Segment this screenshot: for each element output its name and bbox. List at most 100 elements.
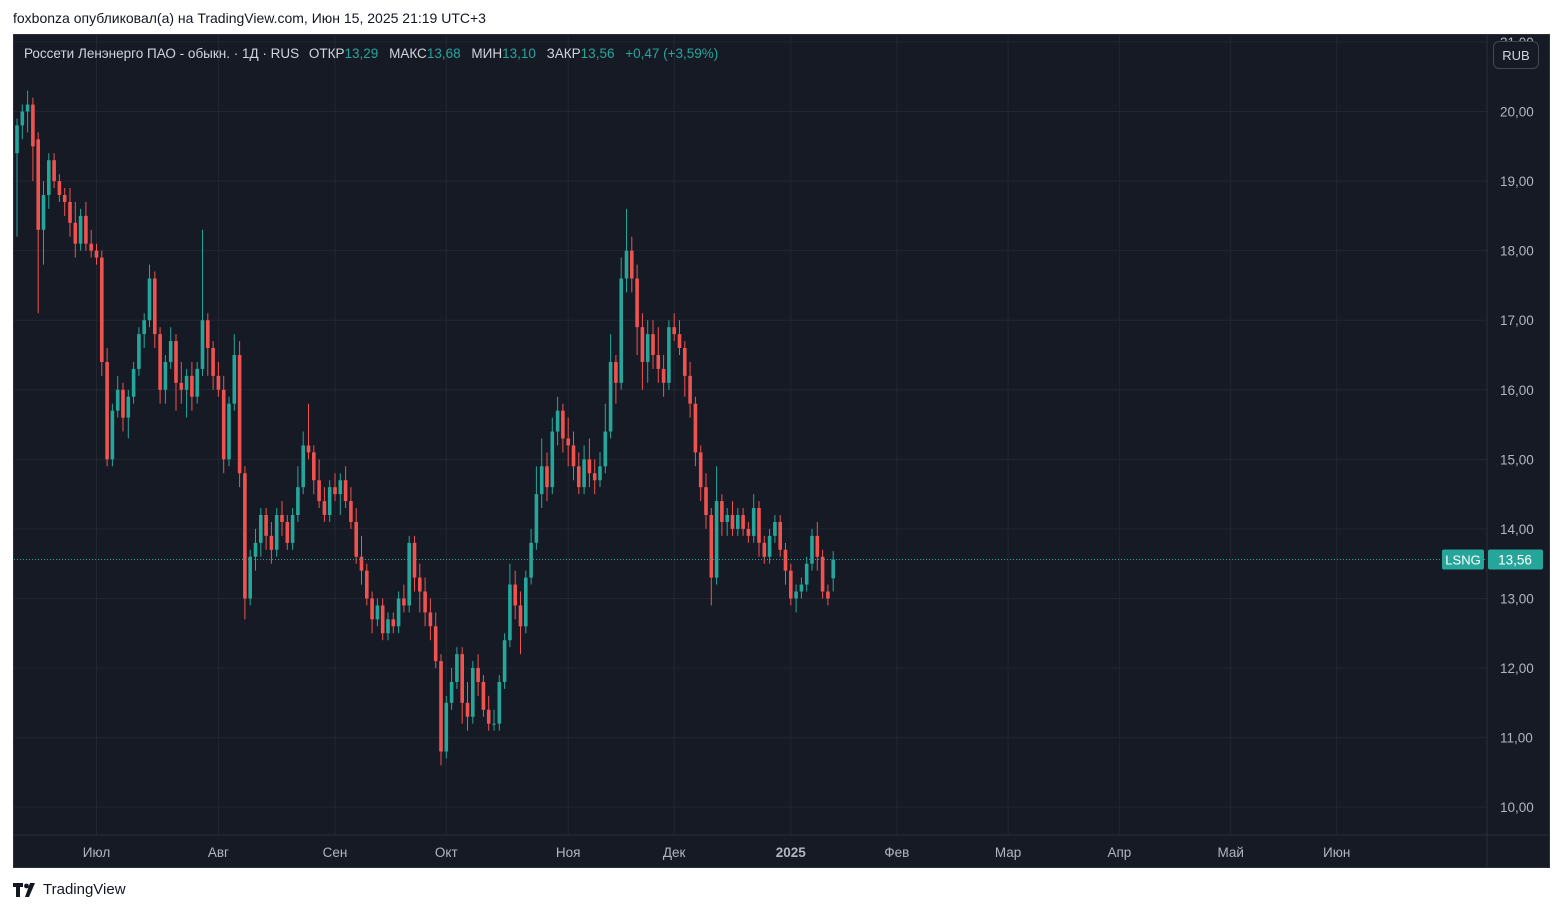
- candle-body: [794, 591, 798, 599]
- candle-body: [391, 619, 396, 627]
- candle-body: [354, 521, 358, 557]
- candle-body: [100, 257, 104, 362]
- candle-body: [206, 320, 210, 349]
- candle-body: [105, 361, 109, 460]
- candle-body: [471, 668, 475, 717]
- candle-body: [89, 243, 93, 251]
- legend-low-value: 13,10: [502, 46, 536, 61]
- candle-body: [603, 431, 608, 467]
- candle-body: [327, 487, 332, 515]
- candle-body: [820, 556, 825, 592]
- candle-body: [57, 181, 62, 195]
- candle-body: [195, 368, 199, 397]
- candle-body: [656, 355, 661, 369]
- candle-body: [73, 222, 78, 244]
- candle-body: [115, 389, 120, 411]
- candle-body: [831, 559, 835, 579]
- candle-body: [492, 723, 496, 725]
- candle-body: [598, 466, 602, 481]
- candle-body: [486, 709, 491, 724]
- candle-body: [736, 515, 740, 529]
- symbol-tag: LSNG: [1445, 553, 1480, 568]
- candle-body: [317, 480, 321, 502]
- candle-body: [571, 445, 576, 467]
- candle-body: [767, 535, 772, 557]
- candle-body: [349, 501, 353, 522]
- candle-body: [428, 612, 433, 627]
- candle-body: [513, 584, 517, 606]
- candle-body: [253, 542, 258, 557]
- candle-body: [243, 473, 247, 599]
- y-tick-label: 11,00: [1500, 731, 1533, 746]
- candle-body: [179, 382, 184, 390]
- footer-brand-text: TradingView: [43, 881, 126, 898]
- x-tick-label: Авг: [208, 845, 229, 860]
- legend-high-value: 13,68: [426, 46, 461, 61]
- candle-body: [587, 459, 592, 474]
- candle-body: [529, 542, 533, 578]
- candle-body: [190, 375, 194, 397]
- candle-body: [746, 528, 751, 536]
- x-tick-label: Мар: [995, 845, 1021, 860]
- x-tick-label: Сен: [323, 845, 348, 860]
- candle-body: [698, 452, 703, 488]
- y-tick-label: 16,00: [1500, 383, 1534, 398]
- chart-panel[interactable]: 10,00 11,00 12,00 13,00 14,00 15,00 16,00 17,00…: [13, 34, 1550, 868]
- candle-body: [614, 361, 618, 383]
- candle-body: [810, 535, 814, 564]
- candle-body: [68, 201, 72, 223]
- candle-body: [741, 515, 745, 529]
- candle-body: [343, 480, 348, 502]
- last-price-label: 13,56: [1498, 553, 1532, 568]
- candle-body: [630, 250, 634, 279]
- candle-body: [110, 410, 115, 460]
- candle-body: [232, 355, 237, 404]
- candle-body: [608, 361, 613, 432]
- legend-change: +0,47 (+3,59%): [625, 46, 719, 61]
- candle-body: [200, 320, 205, 369]
- candle-body: [624, 250, 629, 279]
- candle-body: [677, 334, 682, 349]
- candle-body: [47, 160, 51, 195]
- candle-body: [396, 598, 401, 627]
- candle-body: [460, 654, 464, 703]
- candle-body: [778, 521, 782, 550]
- x-tick-label: Фев: [884, 845, 909, 860]
- candle-body: [619, 278, 623, 383]
- candle-body: [508, 584, 512, 641]
- candle-body: [370, 598, 374, 620]
- publication-line: foxbonza опубликовал(а) на TradingView.c…: [13, 10, 486, 26]
- legend-symbol: Россети Ленэнерго ПАО - обыкн. · 1Д · RU…: [24, 46, 300, 61]
- candle-body: [481, 681, 486, 710]
- candle-body: [15, 125, 19, 154]
- legend-open-value: 13,29: [344, 46, 379, 61]
- legend-low-label: МИН: [471, 46, 503, 61]
- candlestick-chart[interactable]: 10,00 11,00 12,00 13,00 14,00 15,00 16,00 17,00…: [14, 35, 1549, 867]
- tradingview-logo-icon: [13, 882, 35, 897]
- candle-body: [751, 508, 756, 536]
- candle-body: [645, 334, 650, 362]
- candle-body: [577, 466, 581, 488]
- candle-body: [497, 681, 502, 724]
- candle-body: [688, 375, 692, 404]
- candle-body: [783, 549, 788, 571]
- candle-body: [296, 487, 300, 515]
- candle-body: [359, 556, 364, 571]
- candle-body: [31, 104, 35, 147]
- candle-body: [592, 473, 597, 481]
- candle-body: [211, 348, 215, 376]
- candle-body: [269, 535, 274, 550]
- candle-body: [815, 535, 820, 557]
- candle-body: [730, 515, 735, 529]
- candle-body: [433, 626, 438, 662]
- footer-brand[interactable]: TradingView: [13, 881, 126, 898]
- candle-body: [52, 160, 56, 182]
- candle-body: [36, 139, 40, 230]
- candle-body: [476, 668, 480, 682]
- candle-body: [158, 334, 162, 390]
- currency-button[interactable]: RUB: [1493, 41, 1539, 69]
- candle-body: [62, 195, 67, 202]
- candle-body: [455, 654, 459, 682]
- candle-body: [555, 410, 560, 432]
- candle-body: [683, 348, 687, 376]
